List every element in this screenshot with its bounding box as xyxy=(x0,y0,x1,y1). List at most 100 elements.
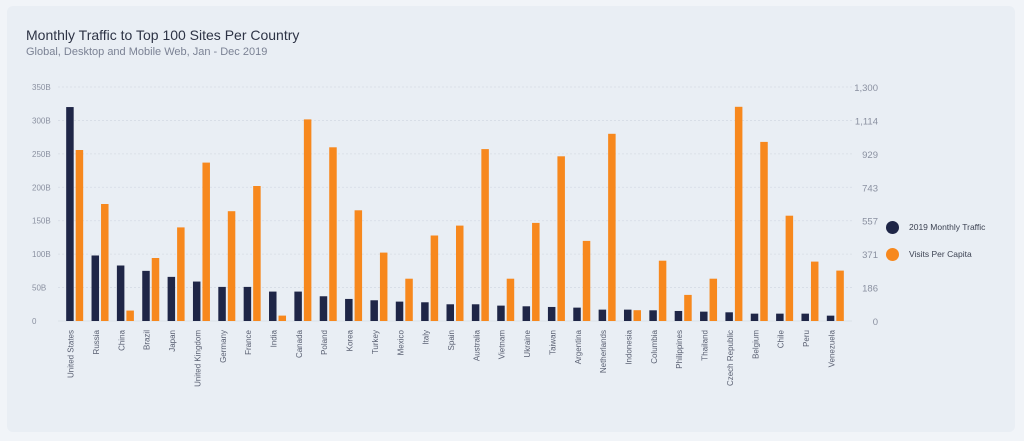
y-right-tick-label: 0 xyxy=(873,317,878,328)
y-right-tick-label: 557 xyxy=(862,217,878,228)
y-left-tick-label: 100B xyxy=(32,250,51,259)
x-category-label: Ukraine xyxy=(523,329,532,357)
bar-visits xyxy=(836,270,844,321)
legend-label-visits: Visits Per Capita xyxy=(909,249,972,259)
legend-item-visits[interactable]: Visits Per Capita xyxy=(886,247,985,261)
bar-traffic xyxy=(649,310,657,321)
bar-traffic xyxy=(269,291,277,321)
bar-visits xyxy=(709,278,718,321)
x-category-label: Philippines xyxy=(675,330,684,369)
bar-traffic xyxy=(776,313,784,321)
x-category-label: Germany xyxy=(219,330,228,363)
x-category-label: Mexico xyxy=(396,329,405,355)
bar-visits xyxy=(379,252,388,321)
y-left-tick-label: 350B xyxy=(32,83,51,92)
x-category-label: Belgium xyxy=(751,330,760,359)
bar-visits xyxy=(278,315,287,321)
x-category-label: Vietnam xyxy=(498,330,507,360)
legend: 2019 Monthly Traffic Visits Per Capita xyxy=(886,220,985,274)
x-category-label: Chile xyxy=(777,329,786,348)
y-right-tick-label: 929 xyxy=(862,150,878,161)
x-category-label: Russia xyxy=(92,329,101,354)
y-left-tick-label: 150B xyxy=(32,217,51,226)
bar-traffic xyxy=(142,270,150,321)
x-category-label: Japan xyxy=(168,330,177,352)
bar-visits xyxy=(658,260,667,321)
x-category-label: United Kingdom xyxy=(193,330,202,387)
x-category-label: India xyxy=(270,329,279,347)
bar-traffic xyxy=(573,307,581,321)
bar-traffic xyxy=(370,300,378,321)
y-right-tick-label: 371 xyxy=(862,250,878,261)
bar-visits xyxy=(227,211,236,321)
bar-traffic xyxy=(294,291,302,321)
bar-traffic xyxy=(471,304,480,321)
legend-swatch-visits xyxy=(886,247,899,261)
bar-traffic xyxy=(116,265,125,321)
x-category-label: Taiwan xyxy=(548,330,557,355)
y-left-tick-label: 250B xyxy=(32,150,51,159)
y-left-tick-label: 50B xyxy=(32,284,46,293)
bar-traffic xyxy=(725,312,733,321)
bar-visits xyxy=(303,119,312,322)
y-right-tick-label: 743 xyxy=(862,183,878,194)
x-category-label: United States xyxy=(67,330,76,378)
bar-traffic xyxy=(623,309,632,321)
x-category-label: Peru xyxy=(802,330,811,347)
chart-card xyxy=(7,6,1015,432)
bar-traffic xyxy=(167,276,176,321)
bar-visits xyxy=(430,235,439,321)
bar-visits xyxy=(481,149,489,321)
x-category-label: Czech Republic xyxy=(726,330,735,386)
x-category-label: Brazil xyxy=(143,330,152,350)
bar-visits xyxy=(456,225,464,321)
bar-traffic xyxy=(395,301,404,321)
bar-traffic xyxy=(750,313,759,321)
legend-item-traffic[interactable]: 2019 Monthly Traffic xyxy=(886,220,985,234)
bar-visits xyxy=(608,133,616,321)
x-category-label: Thailand xyxy=(701,330,710,361)
bar-visits xyxy=(506,278,515,321)
bar-traffic xyxy=(826,315,835,321)
bar-visits xyxy=(354,210,363,321)
x-category-label: Venezuela xyxy=(827,329,836,367)
x-category-label: Canada xyxy=(295,329,304,358)
bar-visits xyxy=(101,204,109,321)
bar-traffic xyxy=(497,305,505,321)
bar-visits xyxy=(684,294,692,321)
legend-swatch-traffic xyxy=(886,220,899,234)
x-category-label: Argentina xyxy=(574,329,583,364)
bar-visits xyxy=(75,150,84,321)
bar-traffic xyxy=(243,286,252,321)
x-category-label: Turkey xyxy=(371,330,380,354)
x-category-label: Poland xyxy=(320,330,329,355)
bar-traffic xyxy=(801,313,809,321)
bar-traffic xyxy=(192,281,201,321)
chart-subtitle: Global, Desktop and Mobile Web, Jan - De… xyxy=(26,46,268,58)
bar-traffic xyxy=(218,286,226,321)
bar-visits xyxy=(329,147,337,321)
y-right-tick-label: 1,114 xyxy=(855,116,878,127)
bar-visits xyxy=(253,186,261,321)
bar-traffic xyxy=(674,310,683,321)
x-category-label: Australia xyxy=(472,329,481,361)
bar-traffic xyxy=(547,306,556,321)
chart-title: Monthly Traffic to Top 100 Sites Per Cou… xyxy=(26,27,300,43)
x-category-label: Korea xyxy=(346,329,355,351)
bar-visits xyxy=(177,227,185,321)
bar-traffic xyxy=(522,306,531,321)
y-left-tick-label: 200B xyxy=(32,183,51,192)
bar-traffic xyxy=(66,107,74,321)
bar-visits xyxy=(126,310,134,321)
y-right-tick-label: 1,300 xyxy=(854,83,878,94)
bar-traffic xyxy=(91,255,100,321)
bar-traffic xyxy=(345,298,353,321)
bar-visits xyxy=(785,215,794,321)
bar-visits xyxy=(151,258,160,321)
bar-traffic xyxy=(700,311,708,321)
x-category-label: Columbia xyxy=(650,329,659,363)
bar-traffic xyxy=(446,304,454,321)
bar-traffic xyxy=(421,302,429,321)
bar-visits xyxy=(405,278,413,321)
